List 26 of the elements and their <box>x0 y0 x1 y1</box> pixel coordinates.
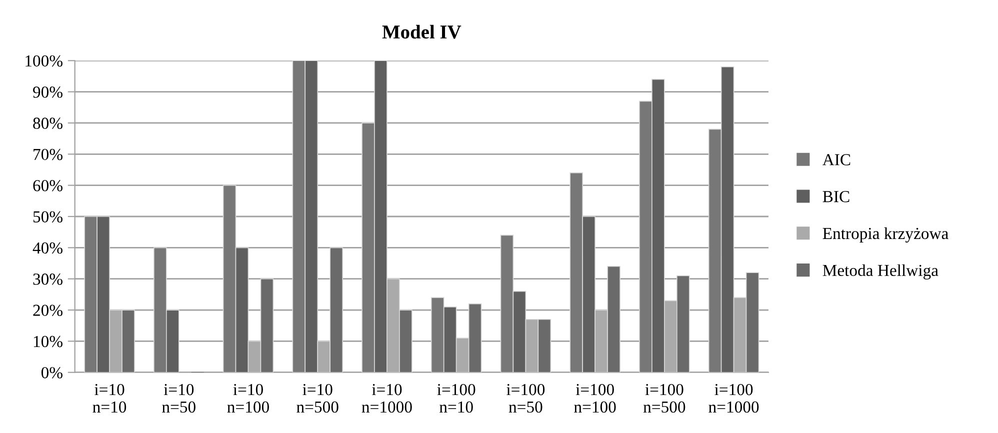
y-tick-label: 50% <box>33 211 62 222</box>
x-tick-label: i=100 n=10 <box>437 384 476 413</box>
x-tick-label: i=10 n=50 <box>162 384 196 413</box>
y-tick-label: 20% <box>33 304 62 316</box>
y-tick-label: 10% <box>34 336 62 348</box>
y-tick-label: 30% <box>33 274 62 285</box>
x-tick-label: i=100 n=500 <box>643 384 686 413</box>
chart-title: Model IV <box>382 24 462 39</box>
x-tick-label: i=10 n=10 <box>92 384 126 413</box>
x-tick-label: i=10 n=500 <box>296 384 338 413</box>
legend-label: Metoda Hellwiga <box>822 264 938 280</box>
x-tick-label: i=10 n=100 <box>227 384 269 413</box>
y-tick-label: 90% <box>33 86 62 98</box>
y-tick-label: 40% <box>32 242 62 254</box>
x-tick-label: i=100 n=50 <box>506 384 545 413</box>
y-tick-label: 100% <box>26 55 62 67</box>
x-tick-label: i=10 n=1000 <box>362 384 412 413</box>
x-tick-label: i=100 n=1000 <box>708 384 759 413</box>
legend-label: Entropia krzyżowa <box>822 227 948 243</box>
y-tick-label: 70% <box>34 148 62 160</box>
x-tick-label: i=100 n=100 <box>574 384 616 413</box>
y-tick-label: 80% <box>33 118 62 129</box>
legend-label: AIC <box>822 154 850 166</box>
y-tick-label: 60% <box>33 180 62 192</box>
y-tick-label: 0% <box>41 367 62 378</box>
legend-label: BIC <box>822 191 850 202</box>
